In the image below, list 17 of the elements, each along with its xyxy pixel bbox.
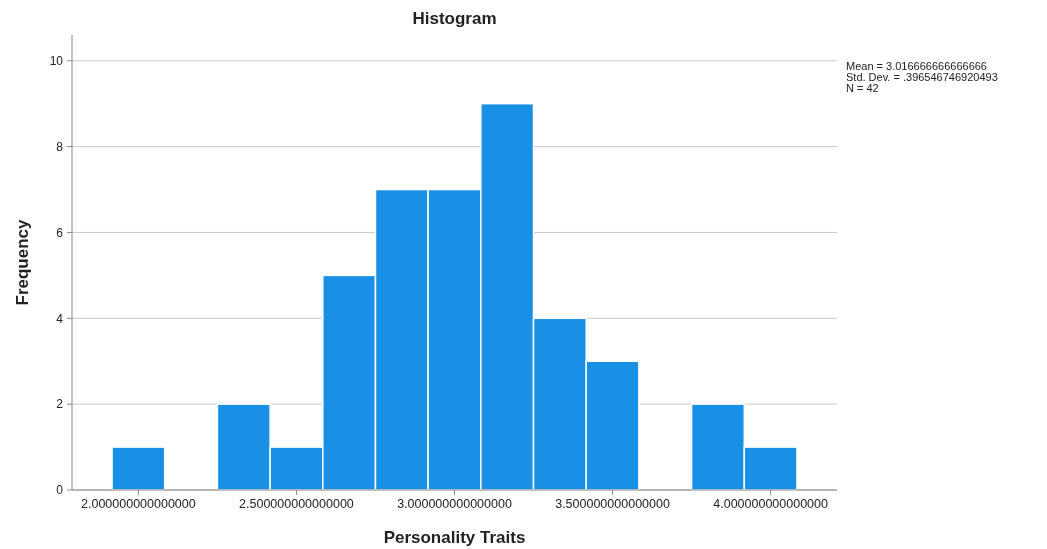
y-tick-label: 10 <box>49 53 64 68</box>
y-tick-label: 6 <box>56 225 64 240</box>
x-tick-label: 2.000000000000000 <box>81 497 196 511</box>
y-tick-label: 2 <box>56 397 64 412</box>
x-tick-label: 4.000000000000000 <box>713 497 829 511</box>
y-tick-label: 4 <box>56 311 64 326</box>
x-tick-label: 3.500000000000000 <box>555 497 670 511</box>
y-axis-title: Frequency <box>13 218 32 306</box>
x-axis-title: Personality Traits <box>383 528 526 547</box>
x-tick-label: 2.500000000000000 <box>239 497 354 511</box>
x-tick-label: 3.000000000000000 <box>397 497 512 511</box>
chart-title: Histogram <box>412 9 497 28</box>
y-tick-label: 0 <box>56 483 64 498</box>
text: Std. Dev. = .396546746920493 <box>846 71 998 83</box>
y-tick-label: 8 <box>56 139 64 154</box>
text: N = 42 <box>846 82 879 94</box>
text: Mean = 3.016666666666666 <box>846 60 987 72</box>
